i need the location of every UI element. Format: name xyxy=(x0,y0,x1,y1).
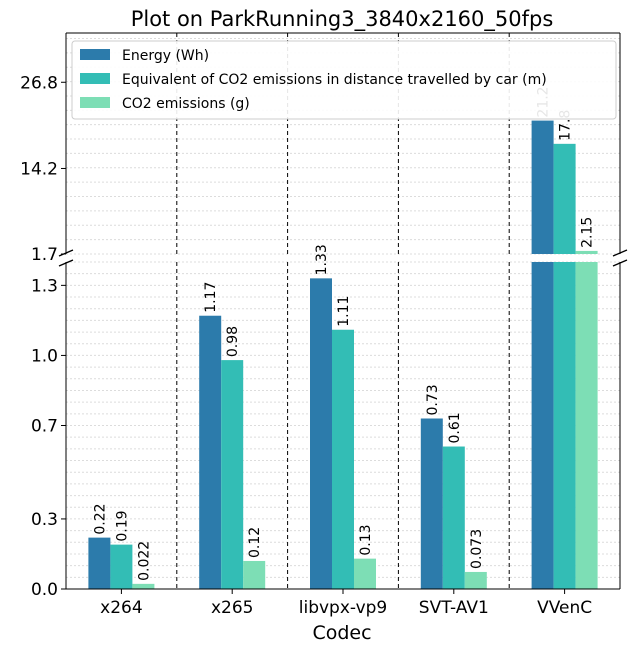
y-tick-label: 26.8 xyxy=(20,73,58,93)
bar xyxy=(332,329,354,589)
bar xyxy=(531,120,554,254)
bar xyxy=(132,583,155,589)
bar xyxy=(442,446,465,589)
bar xyxy=(420,418,443,589)
bar-value-label: 0.22 xyxy=(92,503,108,534)
axis-break-mark xyxy=(58,259,74,267)
bar-value-label: 1.11 xyxy=(336,296,352,327)
bar xyxy=(553,262,576,589)
bar-value-label: 1.17 xyxy=(203,282,219,313)
legend-swatch xyxy=(80,49,110,60)
x-tick-label: x265 xyxy=(211,598,254,618)
legend-label: Energy (Wh) xyxy=(122,48,209,64)
bar-value-label: 0.19 xyxy=(114,510,130,541)
y-tick-label: 0.3 xyxy=(31,510,58,530)
bar-value-label: 0.022 xyxy=(136,541,152,581)
x-tick-label: libvpx-vp9 xyxy=(299,598,388,618)
bar xyxy=(575,250,598,254)
legend-label: Equivalent of CO2 emissions in distance … xyxy=(122,72,547,88)
y-tick-label: 14.2 xyxy=(20,159,58,179)
x-axis-label: Codec xyxy=(312,622,371,644)
y-tick-label: 0.0 xyxy=(31,580,58,600)
y-tick-label: 1.3 xyxy=(31,276,58,296)
bar-value-label: 0.98 xyxy=(225,326,241,357)
bar-value-label: 0.13 xyxy=(358,524,374,555)
bar-value-label: 2.15 xyxy=(580,217,596,248)
bar-value-label: 0.61 xyxy=(447,412,463,443)
legend-swatch xyxy=(80,97,110,108)
bar xyxy=(310,278,332,589)
bar-value-label: 0.12 xyxy=(247,527,263,558)
chart-title: Plot on ParkRunning3_3840x2160_50fps xyxy=(131,7,554,32)
bar xyxy=(553,143,576,254)
legend-label: CO2 emissions (g) xyxy=(122,96,250,112)
bar xyxy=(110,544,133,589)
bar xyxy=(88,537,111,589)
x-tick-label: x264 xyxy=(100,598,143,618)
bar-value-label: 0.073 xyxy=(469,529,485,569)
y-tick-label: 1.0 xyxy=(31,346,58,366)
bar xyxy=(575,262,598,589)
axis-break-mark xyxy=(612,259,628,267)
bars-layer xyxy=(88,120,598,589)
bar xyxy=(221,360,244,589)
x-tick-label: SVT-AV1 xyxy=(419,598,489,618)
axis-break-mark xyxy=(58,249,74,257)
bar xyxy=(531,262,554,589)
x-tick-label: VVenC xyxy=(537,598,592,618)
bar-value-label: 0.73 xyxy=(425,384,441,415)
legend-swatch xyxy=(80,73,110,84)
bar-value-label: 1.33 xyxy=(314,244,330,275)
legend: Energy (Wh) Equivalent of CO2 emissions i… xyxy=(71,40,617,120)
bar xyxy=(464,571,487,589)
bar xyxy=(199,315,222,589)
labels-layer: 0.221.171.330.7321.20.190.981.110.6117.8… xyxy=(20,73,595,618)
bar xyxy=(354,558,376,589)
axes-layer xyxy=(58,32,628,594)
legend-box xyxy=(71,40,617,120)
y-tick-label: 1.7 xyxy=(31,245,58,265)
axis-break-mark xyxy=(612,249,628,257)
bar xyxy=(243,560,266,589)
y-tick-label: 0.7 xyxy=(31,417,58,437)
